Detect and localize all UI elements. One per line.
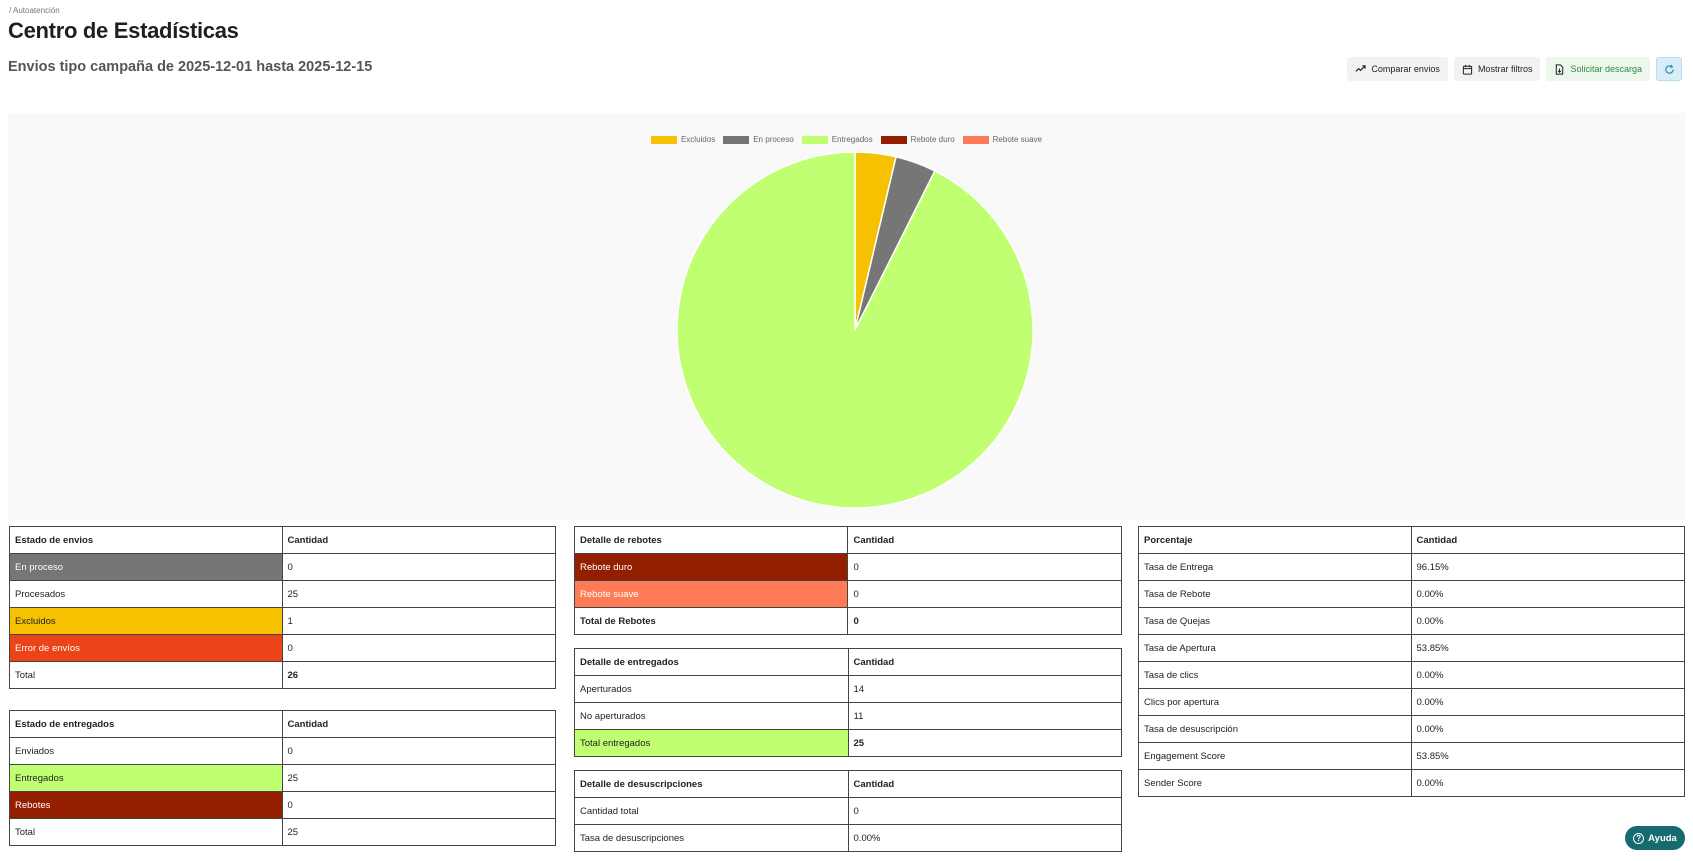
table-header: Cantidad [847, 526, 1122, 554]
help-circle-icon: ? [1633, 832, 1645, 844]
table-row: Tasa de Rebote 0.00% [1138, 580, 1686, 608]
legend-item[interactable]: Rebote suave [962, 135, 1043, 144]
table-row: Error de envíos 0 [9, 634, 556, 662]
legend-item[interactable]: Rebote duro [880, 135, 955, 144]
table-header: Cantidad [1410, 526, 1686, 554]
table-row: Sender Score 0.00% [1138, 769, 1686, 797]
table-row: Rebote suave 0 [573, 580, 1122, 608]
table-row: Tasa de clics 0.00% [1138, 661, 1686, 689]
table-row: Tasa de Apertura 53.85% [1138, 634, 1686, 662]
legend-label: Entregados [831, 135, 873, 144]
show-filters-button[interactable]: Mostrar filtros [1453, 57, 1541, 81]
table-row: Rebotes 0 [9, 791, 556, 819]
breadcrumb[interactable]: / Autoatención [9, 6, 60, 15]
legend-swatch [723, 135, 750, 144]
legend-label: Rebote suave [992, 135, 1043, 144]
help-button[interactable]: ? Ayuda [1625, 826, 1685, 850]
table-row: Engagement Score 53.85% [1138, 742, 1686, 770]
table-row: Tasa de desuscripción 0.00% [1138, 715, 1686, 743]
chart-panel: Excluidos En proceso Entregados Rebote duro… [8, 113, 1685, 520]
compare-button[interactable]: Comparar envios [1347, 57, 1448, 81]
refresh-button[interactable] [1656, 57, 1682, 81]
legend-item[interactable]: Excluidos [650, 135, 716, 144]
legend-swatch [962, 135, 989, 144]
table-row: Procesados 25 [9, 580, 556, 608]
legend-swatch [650, 135, 677, 144]
file-download-icon [1556, 63, 1564, 75]
legend-swatch [880, 135, 907, 144]
table-header: Detalle de rebotes [573, 526, 849, 554]
table-row: En proceso 0 [9, 553, 556, 581]
table-estado-envios: Estado de envios Cantidad En proceso 0 Pro… [9, 526, 556, 689]
table-header: Cantidad [847, 648, 1122, 676]
table-estado-entregados: Estado de entregados Cantidad Enviados 0 E… [9, 710, 556, 846]
table-row: Tasa de Quejas 0.00% [1138, 607, 1686, 635]
table-header: Cantidad [281, 710, 556, 738]
table-header: Estado de envios [9, 526, 283, 554]
legend-item[interactable]: Entregados [801, 135, 873, 144]
legend-swatch [801, 135, 828, 144]
legend-label: Rebote duro [910, 135, 955, 144]
table-row: Aperturados 14 [574, 675, 1122, 703]
table-row: Total 26 [9, 661, 556, 689]
pie-chart [676, 151, 1034, 509]
table-row: Tasa de desuscripciones 0.00% [574, 824, 1123, 852]
pie-slice-entregados[interactable] [676, 151, 1034, 509]
legend-item[interactable]: En proceso [723, 135, 794, 144]
refresh-icon [1664, 64, 1674, 74]
table-header: Estado de entregados [9, 710, 283, 738]
request-download-label: Solicitar descarga [1570, 64, 1642, 74]
table-row: Cantidad total 0 [574, 797, 1123, 825]
table-detalle-rebotes: Detalle de rebotes Cantidad Rebote duro 0 … [573, 526, 1122, 635]
table-detalle-desuscripciones: Detalle de desuscripciones Cantidad Canti… [574, 770, 1123, 852]
table-row: Enviados 0 [9, 737, 556, 765]
table-porcentaje: Porcentaje Cantidad Tasa de Entrega 96.15%… [1138, 526, 1686, 797]
table-row: Clics por apertura 0.00% [1138, 688, 1686, 716]
table-row: Total entregados 25 [574, 729, 1122, 757]
table-header: Porcentaje [1138, 526, 1412, 554]
table-row: Tasa de Entrega 96.15% [1138, 553, 1686, 581]
table-detalle-entregados: Detalle de entregados Cantidad Aperturado… [574, 648, 1122, 757]
table-row: Total de Rebotes 0 [573, 607, 1122, 635]
table-row: Rebote duro 0 [573, 553, 1122, 581]
table-header: Detalle de entregados [574, 648, 849, 676]
table-header: Cantidad [281, 526, 556, 554]
calendar-icon [1462, 64, 1473, 75]
chart-legend: Excluidos En proceso Entregados Rebote duro… [8, 135, 1685, 144]
table-row: Entregados 25 [9, 764, 556, 792]
table-row: Total 25 [9, 818, 556, 846]
toolbar: Comparar envios Mostrar filtros Solicita… [1347, 57, 1682, 81]
request-download-button[interactable]: Solicitar descarga [1546, 57, 1650, 81]
table-row: Excluidos 1 [9, 607, 556, 635]
table-header: Cantidad [847, 770, 1123, 798]
show-filters-label: Mostrar filtros [1477, 64, 1533, 74]
legend-label: Excluidos [680, 135, 716, 144]
compare-icon [1355, 64, 1367, 72]
table-row: No aperturados 11 [574, 702, 1122, 730]
page-title: Centro de Estadísticas [8, 18, 239, 43]
help-label: Ayuda [1648, 832, 1677, 844]
legend-label: En proceso [753, 135, 794, 144]
page-subtitle: Envios tipo campaña de 2025-12-01 hasta … [8, 59, 373, 75]
compare-label: Comparar envios [1371, 64, 1440, 74]
table-header: Detalle de desuscripciones [574, 770, 849, 798]
